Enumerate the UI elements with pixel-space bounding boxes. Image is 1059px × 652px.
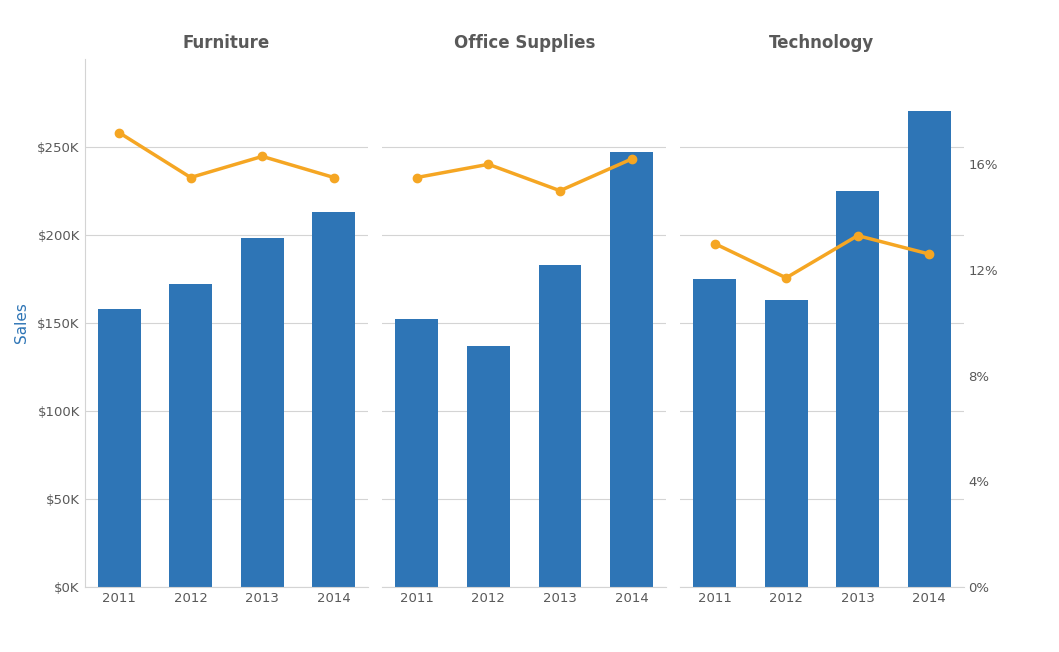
Title: Office Supplies: Office Supplies <box>453 33 595 52</box>
Bar <box>908 111 951 587</box>
Title: Technology: Technology <box>769 33 875 52</box>
Bar <box>765 300 808 587</box>
Bar <box>97 308 141 587</box>
Bar <box>693 278 736 587</box>
Bar <box>169 284 212 587</box>
Bar <box>395 319 438 587</box>
Y-axis label: Sales: Sales <box>14 303 29 343</box>
Bar <box>610 152 653 587</box>
Y-axis label: Discount: Discount <box>1054 289 1059 356</box>
Bar <box>837 190 879 587</box>
Bar <box>240 238 284 587</box>
Bar <box>312 212 356 587</box>
Bar <box>539 265 581 587</box>
Title: Furniture: Furniture <box>183 33 270 52</box>
Bar <box>467 346 509 587</box>
